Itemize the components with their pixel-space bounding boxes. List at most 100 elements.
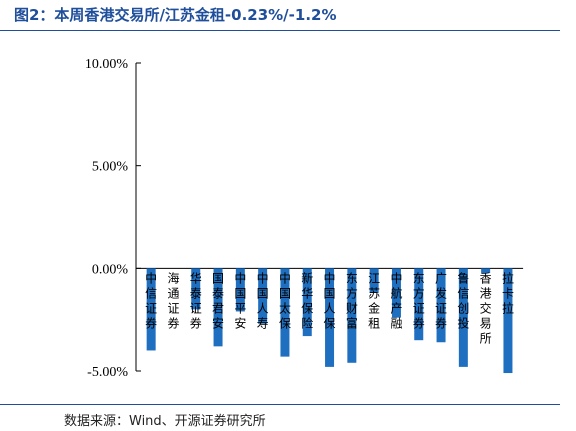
bar [414,268,424,341]
category-label-char: 中 [324,270,336,285]
category-label-char: 保 [301,301,313,315]
category-label-char: 通 [167,286,179,300]
category-label-char: 发 [435,285,447,300]
category-label-char: 财 [346,301,358,315]
y-tick-label: 0.00% [92,262,129,277]
y-tick-label: 5.00% [92,160,129,175]
category-label-char: 券 [167,315,179,330]
category-label-char: 拉 [502,270,514,285]
category-label: 中国人寿 [257,270,269,330]
bar [458,268,468,367]
category-label-char: 证 [145,301,157,315]
category-label-char: 海 [167,270,179,285]
category-label-char: 投 [457,315,469,330]
category-label-char: 人 [324,301,336,315]
category-label-char: 东 [413,271,425,285]
source-note: 数据来源：Wind、开源证券研究所 [64,414,266,429]
category-label-char: 融 [390,316,402,330]
category-label: 中国人保 [324,270,336,330]
category-label-char: 君 [212,301,224,315]
category-label-char: 太 [279,300,291,315]
category-label-char: 卡 [502,286,514,300]
category-label-char: 券 [413,315,425,330]
category-label: 鲁信创投 [457,271,469,330]
bar [481,268,491,274]
category-label-char: 富 [346,315,358,330]
bar [503,268,513,374]
category-label: 中国平安 [234,270,246,330]
chart-title: 图2：本周香港交易所/江苏金租-0.23%/-1.2% [14,6,337,24]
category-label-char: 泰 [212,286,224,300]
category-label-char: 香 [480,271,492,285]
category-label: 江苏金租 [368,271,380,330]
category-label-char: 鲁 [457,271,469,285]
category-label: 新华保险 [301,270,313,330]
bar [213,268,223,347]
category-label: 中信证券 [145,270,157,330]
category-label: 广发证券 [435,271,447,330]
category-label-layer: 中信证券海通证券华泰证券国泰君安中国平安中国人寿中国太保新华保险中国人保东方财富… [145,270,514,345]
category-label-char: 国 [212,271,224,285]
category-label-char: 信 [145,286,157,300]
category-label-char: 苏 [368,286,380,300]
category-label-char: 拉 [502,300,514,315]
category-label-char: 券 [145,315,157,330]
category-label-char: 所 [480,331,492,345]
category-label: 香港交易所 [480,271,492,345]
category-label: 东方财富 [346,271,358,330]
category-label-char: 中 [234,270,246,285]
category-label-char: 华 [301,286,313,300]
bar [146,268,156,351]
category-label-char: 证 [190,301,202,315]
category-label-char: 信 [457,286,469,300]
category-label-char: 中 [145,270,157,285]
footer-rule [0,404,560,405]
category-label-char: 安 [212,315,224,330]
category-label-char: 人 [257,301,269,315]
category-label-char: 安 [234,315,246,330]
bar [391,268,401,318]
category-label-char: 东 [346,271,358,285]
category-label-char: 广 [435,271,447,285]
category-label-char: 中 [279,270,291,285]
y-tick-label: 10.00% [85,57,129,72]
category-label-char: 方 [413,285,425,300]
bar [280,268,290,357]
category-label-char: 新 [301,270,313,285]
category-label-char: 寿 [257,316,269,330]
category-label-char: 国 [279,286,291,300]
bar [436,268,446,343]
category-label-char: 易 [480,316,492,330]
category-label-char: 产 [390,301,402,315]
category-label-char: 中 [390,270,402,285]
y-tick-label: -5.00% [87,365,128,380]
category-label: 拉卡拉 [502,270,514,315]
category-label-char: 保 [279,316,291,330]
category-label: 中航产融 [390,270,402,330]
category-label-char: 证 [167,301,179,315]
category-label: 海通证券 [167,270,179,330]
category-label-char: 中 [257,270,269,285]
category-label-char: 金 [368,300,380,315]
bar [191,268,201,310]
bar [325,268,335,367]
category-label: 东方证券 [413,271,425,330]
bar [235,268,245,312]
category-label: 中国太保 [279,270,291,330]
category-label-char: 证 [413,301,425,315]
category-label-char: 保 [324,316,336,330]
category-label-char: 泰 [190,286,202,300]
category-label-char: 证 [435,301,447,315]
bar [369,268,379,293]
category-label-char: 租 [368,316,380,330]
category-label-char: 华 [190,271,202,285]
category-label-char: 险 [301,315,313,330]
category-label-char: 交 [480,300,492,315]
bar-layer [146,268,513,374]
category-label: 华泰证券 [190,271,202,330]
category-label-char: 券 [190,315,202,330]
category-label-char: 创 [457,301,469,315]
category-label-char: 国 [234,286,246,300]
bar [302,268,312,337]
